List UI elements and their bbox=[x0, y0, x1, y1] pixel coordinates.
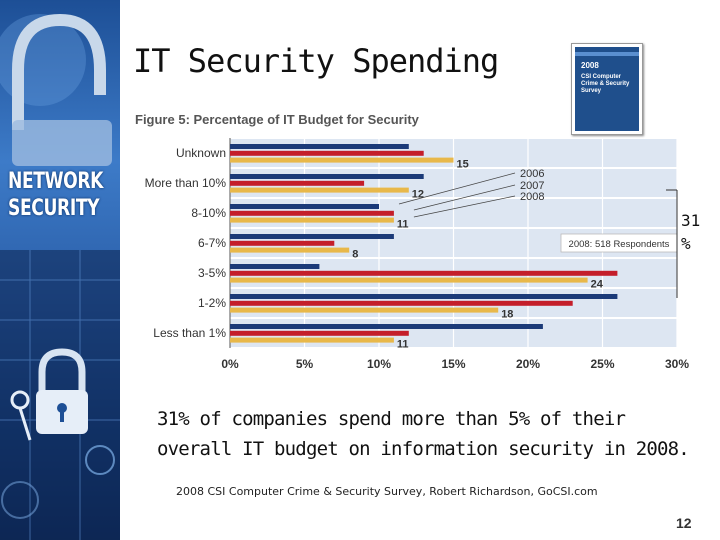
legend-label: 2008 bbox=[520, 191, 544, 203]
bar-2006 bbox=[230, 204, 379, 209]
bar-2007 bbox=[230, 150, 424, 156]
x-tick-label: 10% bbox=[367, 357, 391, 371]
bar-2007 bbox=[230, 330, 409, 336]
sidebar-title: NETWORK SECURITY bbox=[8, 168, 104, 222]
budget-chart-svg: Figure 5: Percentage of IT Budget for Se… bbox=[135, 112, 689, 371]
bar-2006 bbox=[230, 144, 409, 149]
category-label: Less than 1% bbox=[153, 326, 226, 340]
bars: 15 12 11 8 24 18 11 bbox=[230, 144, 618, 351]
category-label: 8-10% bbox=[191, 206, 226, 220]
bar-2006 bbox=[230, 234, 394, 239]
bar-2008 bbox=[230, 307, 499, 313]
callout-unit: % bbox=[681, 234, 691, 253]
category-label: 3-5% bbox=[198, 266, 226, 280]
x-tick-label: 15% bbox=[441, 357, 465, 371]
x-tick-label: 5% bbox=[296, 357, 314, 371]
budget-chart: Figure 5: Percentage of IT Budget for Se… bbox=[120, 100, 720, 379]
legend-leader bbox=[398, 172, 516, 205]
x-tick-label: 20% bbox=[516, 357, 540, 371]
report-cover-stripe bbox=[575, 52, 639, 56]
sidebar-title-line1: NETWORK bbox=[8, 169, 104, 194]
category-label: 1-2% bbox=[198, 296, 226, 310]
x-tick-label: 0% bbox=[221, 357, 239, 371]
bar-2006 bbox=[230, 264, 320, 269]
respondents-note-text: 2008: 518 Respondents bbox=[569, 239, 670, 250]
padlock-illustration bbox=[0, 13, 120, 540]
bar-2006 bbox=[230, 174, 424, 179]
bar-2008 bbox=[230, 277, 588, 283]
summary-text: 31% of companies spend more than 5% of t… bbox=[157, 408, 690, 460]
bar-2007 bbox=[230, 240, 335, 246]
data-label: 18 bbox=[501, 309, 513, 321]
category-label: 6-7% bbox=[198, 236, 226, 250]
x-tick-labels: 0% 5% 10% 15% 20% 25% 30% bbox=[221, 357, 689, 371]
chart-title: Figure 5: Percentage of IT Budget for Se… bbox=[135, 112, 420, 127]
callout-value: 31 bbox=[681, 211, 701, 230]
bar-2008 bbox=[230, 217, 394, 223]
report-cover-name: CSI Computer Crime & Security Survey bbox=[581, 74, 630, 94]
respondents-note: 2008: 518 Respondents bbox=[560, 189, 678, 298]
page-title: IT Security Spending bbox=[133, 42, 499, 80]
network-security-sidebar: NETWORK SECURITY bbox=[0, 0, 120, 540]
bar-2006 bbox=[230, 294, 618, 299]
legend-leader bbox=[413, 195, 516, 218]
source-citation: 2008 CSI Computer Crime & Security Surve… bbox=[176, 485, 598, 498]
legend-label: 2007 bbox=[520, 180, 544, 192]
data-label: 24 bbox=[591, 279, 604, 291]
bar-2008 bbox=[230, 337, 394, 343]
category-labels: Unknown More than 10% 8-10% 6-7% 3-5% 1-2% Les… bbox=[145, 146, 227, 340]
data-label: 11 bbox=[397, 219, 409, 231]
bar-2006 bbox=[230, 324, 543, 329]
bar-2008 bbox=[230, 187, 409, 193]
page-number: 12 bbox=[676, 515, 692, 531]
category-label: More than 10% bbox=[145, 176, 227, 190]
legend-label: 2006 bbox=[520, 168, 544, 180]
sidebar-title-line2: SECURITY bbox=[8, 196, 100, 221]
data-label: 12 bbox=[412, 189, 424, 201]
survey-report-cover: 2008 CSI Computer Crime & Security Surve… bbox=[571, 43, 643, 135]
data-label: 8 bbox=[352, 249, 358, 261]
callout-percentage: 31 % bbox=[681, 209, 701, 255]
report-cover-year: 2008 bbox=[581, 61, 599, 70]
bar-2008 bbox=[230, 157, 454, 163]
bar-2007 bbox=[230, 180, 365, 186]
bar-2008 bbox=[230, 247, 350, 253]
data-label: 11 bbox=[397, 339, 409, 351]
bar-2007 bbox=[230, 210, 394, 216]
legend-leader bbox=[413, 184, 516, 211]
x-tick-label: 30% bbox=[665, 357, 689, 371]
bar-2007 bbox=[230, 300, 573, 306]
report-cover-panel: 2008 CSI Computer Crime & Security Surve… bbox=[575, 47, 639, 131]
category-label: Unknown bbox=[176, 146, 226, 160]
data-label: 15 bbox=[457, 159, 469, 171]
bar-2007 bbox=[230, 270, 618, 276]
x-tick-label: 25% bbox=[590, 357, 614, 371]
